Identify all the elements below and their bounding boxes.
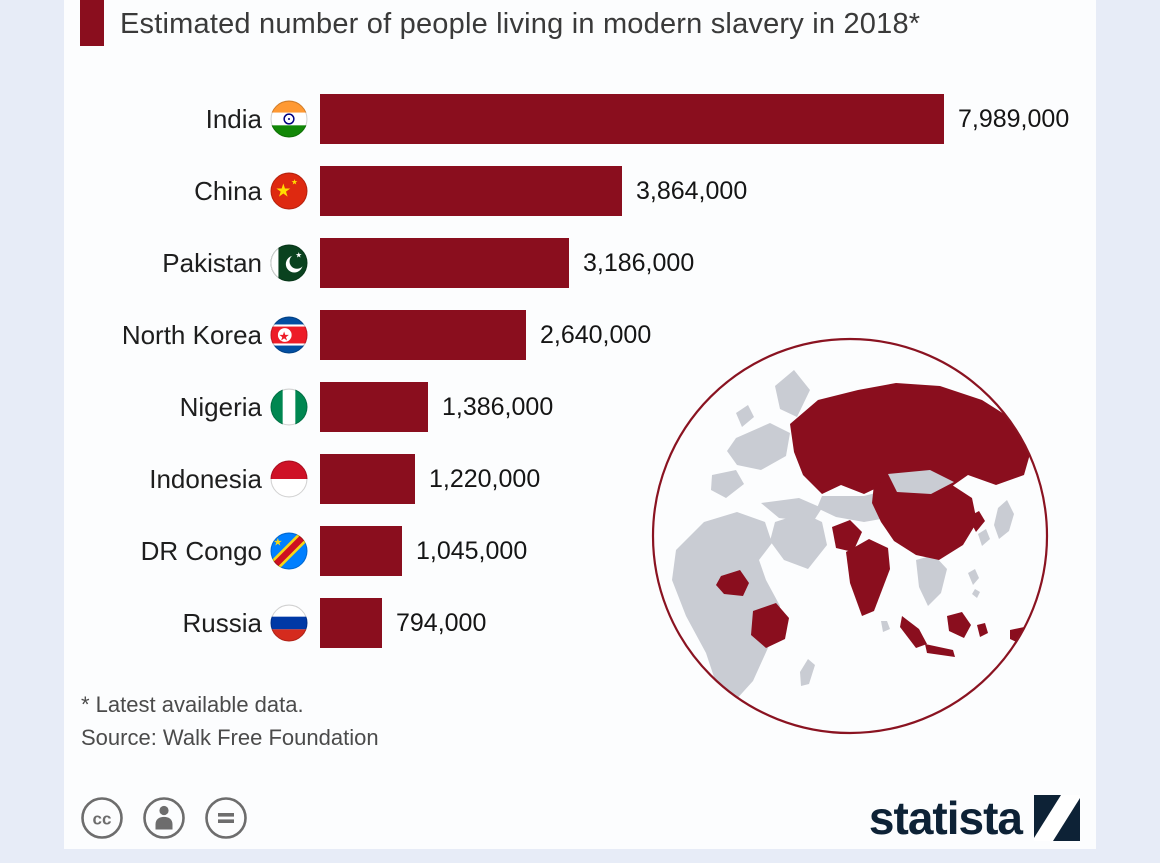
map-java [925,644,955,657]
bar-row: China ★ ★ 3,864,000 [78,166,1096,216]
bar-value-label: 3,186,000 [583,248,695,277]
country-label: Russia [182,607,262,638]
india-flag-icon [270,100,308,138]
svg-text:★: ★ [275,180,291,200]
creative-commons-icon[interactable]: cc [80,796,124,840]
map-madagascar [800,659,815,686]
chart-title: Estimated number of people living in mod… [120,8,921,40]
map-sulawesi [977,623,988,637]
pakistan-flag-icon: ★ [270,244,308,282]
country-label: Indonesia [149,463,262,494]
bar [320,166,622,216]
bar-row: DR Congo ★ 1,045,000 [78,526,1096,576]
map-borneo [947,612,971,638]
map-philippines [968,569,979,585]
map-scandinavia [775,370,810,417]
notes: * Latest available data. Source: Walk Fr… [81,688,379,754]
bar [320,382,428,432]
country-label: Pakistan [162,247,262,278]
statista-logo-icon [1034,795,1080,841]
bar-value-label: 2,640,000 [540,320,652,349]
statista-wordmark: statista [868,792,1023,844]
footnote: * Latest available data. [81,692,304,717]
china-flag-icon: ★ ★ [270,172,308,210]
map-africa [672,512,780,702]
bar [320,310,526,360]
svg-text:★: ★ [291,178,298,187]
world-map [648,334,1052,738]
world-map-graphic [651,337,1049,735]
map-russia [790,383,1032,494]
map-north-korea [968,511,985,532]
map-pakistan [832,520,862,552]
equals-icon[interactable] [204,796,248,840]
map-south-korea [978,529,990,546]
bar-row: Indonesia 1,220,000 [78,454,1096,504]
map-china [872,476,977,560]
nigeria-flag-icon [270,388,308,426]
svg-text:★: ★ [278,329,289,343]
bar-value-label: 1,220,000 [429,464,541,493]
attribution-icon[interactable] [142,796,186,840]
map-sumatra [900,616,927,648]
map-circle-border [651,337,1049,735]
map-europe [727,423,790,470]
license-icons: cc [80,796,248,840]
bar-row: Nigeria 1,386,000 [78,382,1096,432]
header: Estimated number of people living in mod… [64,0,1096,46]
map-mongolia [888,470,954,494]
bar [320,598,382,648]
bar [320,526,402,576]
chart-card: Estimated number of people living in mod… [64,0,1096,849]
map-uk [736,405,754,427]
map-philippines-2 [972,589,980,598]
bar-row: North Korea ★ 2,640,000 [78,310,1096,360]
svg-text:★: ★ [273,537,283,549]
statista-brand[interactable]: statista [869,795,1080,841]
bar-row: India 7,989,000 [78,94,1096,144]
bar-value-label: 1,045,000 [416,536,528,565]
map-se-asia [916,555,947,606]
map-japan [994,500,1014,539]
country-label: DR Congo [140,535,262,566]
bar-value-label: 7,989,000 [958,104,1070,133]
country-label: China [194,175,262,206]
bar-row: Pakistan ★ 3,186,000 [78,238,1096,288]
map-india [846,539,890,616]
bar-value-label: 794,000 [396,608,487,637]
dr-congo-flag-icon: ★ [270,532,308,570]
bar-chart: India 7,989,000 China ★ ★ 3,864,000 Pakistan ★ 3… [78,94,1096,648]
bar-value-label: 1,386,000 [442,392,554,421]
svg-text:★: ★ [295,251,302,260]
north-korea-flag-icon: ★ [270,316,308,354]
bar [320,94,944,144]
title-accent-bar [80,0,104,46]
map-iberia [711,470,744,498]
footer: cc statista [80,795,1080,841]
bar-row: Russia 794,000 [78,598,1096,648]
map-arabia [770,513,827,569]
bar [320,454,415,504]
source: Source: Walk Free Foundation [81,725,379,750]
map-sri-lanka [881,621,890,632]
russia-flag-icon [270,604,308,642]
country-label: Nigeria [179,391,262,422]
bar-value-label: 3,864,000 [636,176,748,205]
map-papua [1010,626,1040,645]
svg-text:cc: cc [93,810,112,829]
indonesia-flag-icon [270,460,308,498]
map-dr-congo [751,603,789,648]
country-label: North Korea [121,319,262,350]
map-nigeria [716,570,749,596]
bar [320,238,569,288]
country-label: India [205,103,262,134]
